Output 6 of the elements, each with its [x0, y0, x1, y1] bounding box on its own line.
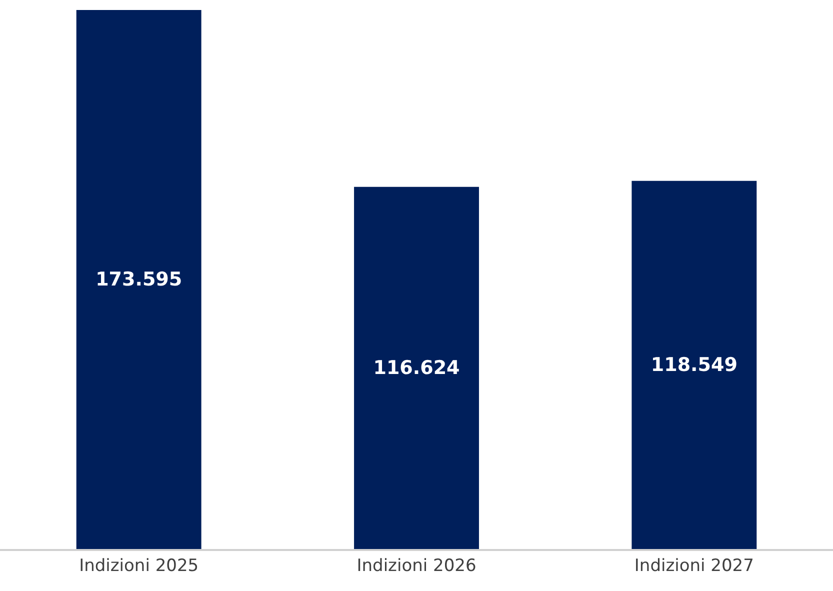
data-label: 173.595: [96, 268, 182, 290]
x-tick-label: Indizioni 2026: [356, 556, 476, 576]
data-label: 118.549: [650, 354, 738, 376]
data-label: 116.624: [373, 356, 460, 379]
x-tick-label: Indizioni 2025: [79, 556, 199, 576]
x-tick-label: Indizioni 2027: [634, 556, 754, 576]
